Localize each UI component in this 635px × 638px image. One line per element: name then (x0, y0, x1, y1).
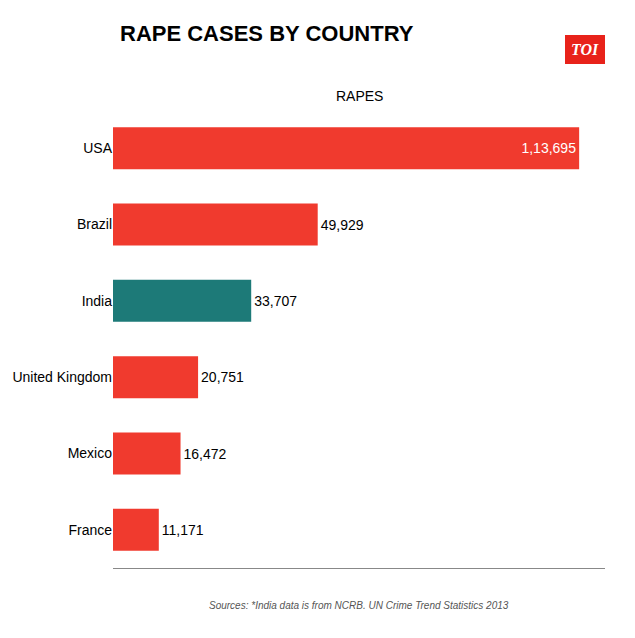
svg-text:France: France (68, 522, 112, 538)
svg-text:16,472: 16,472 (184, 446, 227, 462)
svg-text:49,929: 49,929 (321, 217, 364, 233)
svg-text:11,171: 11,171 (162, 522, 204, 538)
svg-text:1,13,695: 1,13,695 (521, 140, 576, 156)
svg-text:India: India (82, 293, 113, 309)
svg-text:TOI: TOI (571, 41, 599, 58)
svg-text:Mexico: Mexico (68, 445, 113, 461)
svg-text:RAPE CASES BY COUNTRY: RAPE CASES BY COUNTRY (120, 21, 414, 46)
svg-text:20,751: 20,751 (201, 369, 244, 385)
svg-text:Brazil: Brazil (77, 216, 112, 232)
svg-text:USA: USA (83, 140, 112, 156)
svg-text:Sources: *India data is from N: Sources: *India data is from NCRB. UN Cr… (209, 600, 509, 611)
svg-text:33,707: 33,707 (254, 293, 297, 309)
svg-text:RAPES: RAPES (336, 88, 383, 104)
svg-text:United Kingdom: United Kingdom (12, 369, 112, 385)
